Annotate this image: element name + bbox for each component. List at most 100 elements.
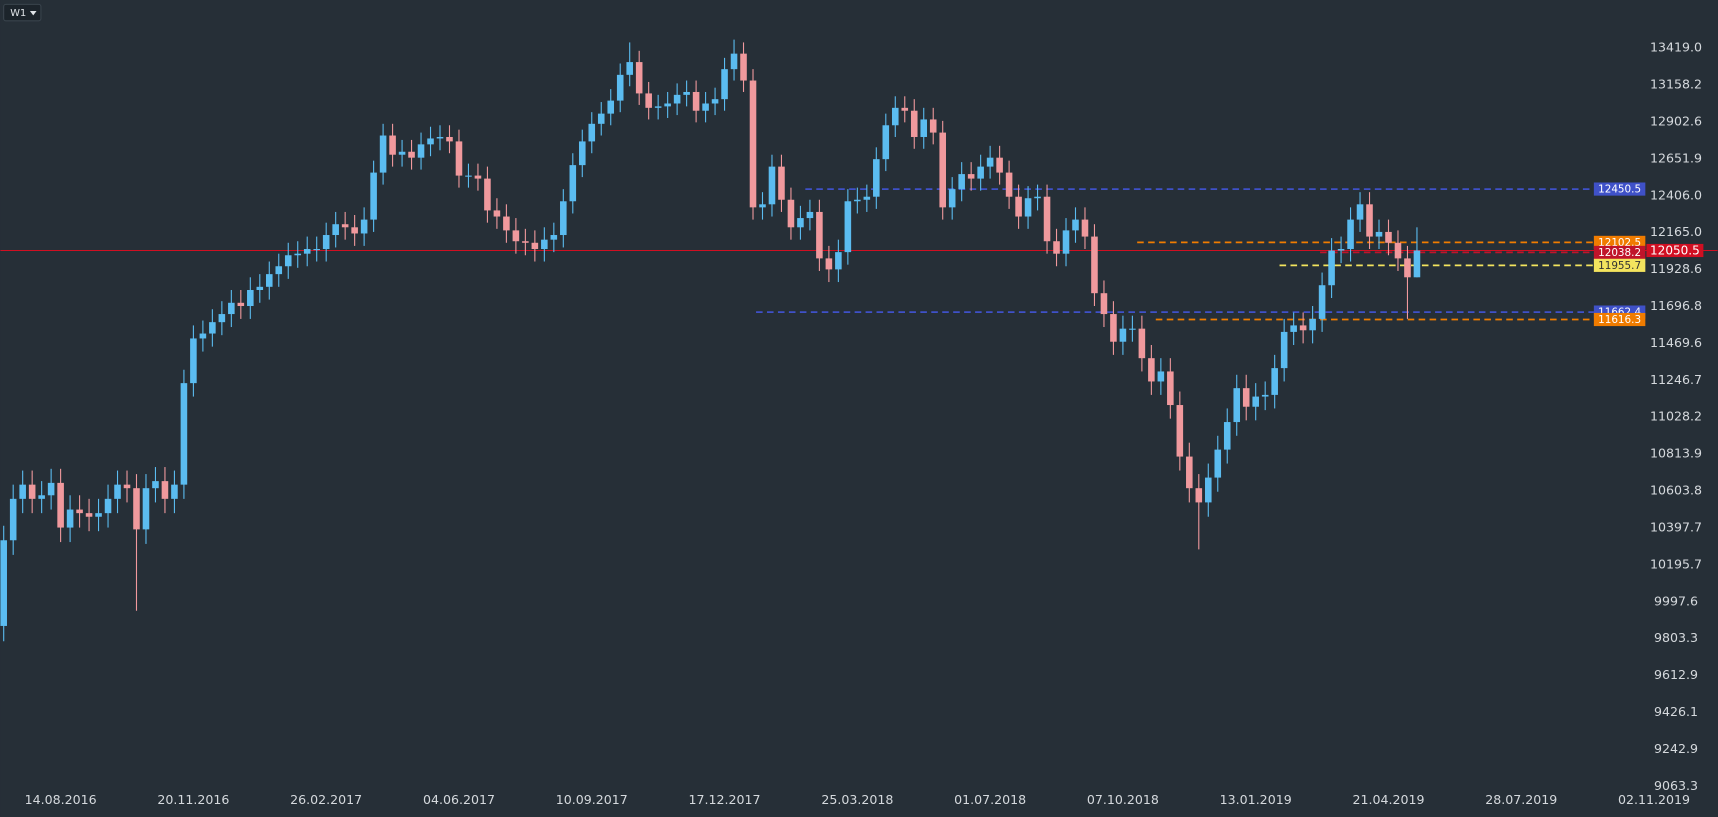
candle-body xyxy=(1366,204,1373,237)
y-tick-label: 12651.9 xyxy=(1650,150,1702,165)
candle-body xyxy=(778,166,785,200)
candle-body xyxy=(901,107,909,111)
candle-body xyxy=(95,513,102,517)
candle-body xyxy=(1252,396,1259,407)
x-tick-label: 02.11.2019 xyxy=(1618,792,1690,807)
candle-body xyxy=(332,224,339,236)
y-tick-label: 9242.9 xyxy=(1654,741,1698,756)
candle-body xyxy=(351,227,358,234)
candle-body xyxy=(996,157,1003,173)
y-tick-label: 9612.9 xyxy=(1654,667,1698,682)
candle-body xyxy=(76,509,83,514)
candle-body xyxy=(1138,328,1146,359)
y-tick-label: 10195.7 xyxy=(1650,556,1702,571)
candle-body xyxy=(522,241,529,243)
candle-body xyxy=(465,175,472,177)
y-tick-label: 9997.6 xyxy=(1654,593,1698,608)
level-label: 12038.2 xyxy=(1598,247,1641,259)
candle-body xyxy=(389,135,396,155)
candle-body xyxy=(104,498,112,514)
level-label-box xyxy=(1593,258,1646,272)
candle-body xyxy=(85,513,93,517)
axes: 13419.0 13158.2 12902.6 12651.9 12406.0 12165… xyxy=(25,40,1702,807)
candle-body xyxy=(370,172,377,220)
candle-body xyxy=(541,239,548,250)
candle-body xyxy=(721,69,728,100)
candle-body xyxy=(929,119,937,133)
candle-body xyxy=(9,498,17,541)
candle-body xyxy=(673,94,681,104)
x-tick-label: 21.04.2019 xyxy=(1352,792,1424,807)
candle-body xyxy=(1034,196,1041,199)
x-tick-label: 13.01.2019 xyxy=(1220,792,1292,807)
candle-body xyxy=(209,322,216,334)
y-tick-label: 9063.3 xyxy=(1654,778,1698,793)
candle-body xyxy=(1081,219,1089,237)
candle-body xyxy=(1318,285,1326,319)
level-label-box xyxy=(1593,245,1646,259)
level-label: 12450.5 xyxy=(1598,184,1641,196)
candle-body xyxy=(806,211,814,219)
candle-body xyxy=(1176,405,1184,457)
y-tick-label: 13419.0 xyxy=(1650,40,1702,55)
candle-body xyxy=(1129,328,1136,330)
candle-body xyxy=(161,481,169,499)
candle-body xyxy=(133,488,140,530)
y-tick-label: 10813.9 xyxy=(1650,446,1702,461)
timeframe-box[interactable] xyxy=(3,3,42,22)
candle-body xyxy=(560,201,567,236)
candle-body xyxy=(218,314,226,323)
y-tick-label: 9803.3 xyxy=(1654,630,1698,645)
candle-body xyxy=(1015,196,1022,217)
candle-body xyxy=(1290,325,1297,332)
candle-body xyxy=(313,249,320,251)
level-label-box xyxy=(1593,312,1646,327)
candle-body xyxy=(1072,219,1079,231)
candle-body xyxy=(531,242,539,250)
y-tick-label: 11928.6 xyxy=(1650,261,1702,276)
x-tick-label: 10.09.2017 xyxy=(556,792,628,807)
candle-body xyxy=(891,107,899,126)
candle-body xyxy=(882,125,890,160)
candle-body xyxy=(920,119,928,137)
x-tick-label: 17.12.2017 xyxy=(689,792,761,807)
candle-body xyxy=(702,103,709,111)
candle-body xyxy=(550,235,558,240)
candle-body xyxy=(1024,198,1032,217)
candle-body xyxy=(1214,449,1222,478)
candle-body xyxy=(398,151,406,155)
level-label: 11955.7 xyxy=(1598,260,1641,272)
candle-body xyxy=(1053,241,1060,254)
candle-body xyxy=(578,141,586,166)
y-tick-label: 11696.8 xyxy=(1650,298,1702,313)
candle-body xyxy=(493,210,501,217)
candle-body xyxy=(607,100,615,114)
candle-body xyxy=(1375,231,1383,237)
candle-body xyxy=(19,484,26,499)
candle-body xyxy=(275,266,283,275)
candle-body xyxy=(787,199,795,228)
candle-body xyxy=(1157,371,1165,382)
candles xyxy=(0,39,1421,642)
candle-body xyxy=(986,157,994,167)
candle-body xyxy=(939,132,946,208)
candle-body xyxy=(1271,368,1278,395)
candle-body xyxy=(730,53,738,70)
candle-body xyxy=(948,189,956,208)
timeframe-button[interactable]: W1 xyxy=(3,3,42,22)
dropdown-arrow[interactable] xyxy=(29,10,37,16)
candle-body xyxy=(427,138,434,145)
candle-body xyxy=(759,204,766,208)
timeframe-label[interactable]: W1 xyxy=(10,8,26,19)
x-tick-label: 01.07.2018 xyxy=(954,792,1026,807)
candle-body xyxy=(446,136,453,142)
candle-body xyxy=(265,274,273,287)
candle-body xyxy=(626,62,633,75)
candle-body xyxy=(1299,325,1307,331)
candle-body xyxy=(1413,250,1421,278)
candle-body xyxy=(341,224,349,228)
candle-body xyxy=(1062,230,1070,254)
candle-body xyxy=(863,196,871,200)
level-label: 11616.3 xyxy=(1598,314,1641,326)
